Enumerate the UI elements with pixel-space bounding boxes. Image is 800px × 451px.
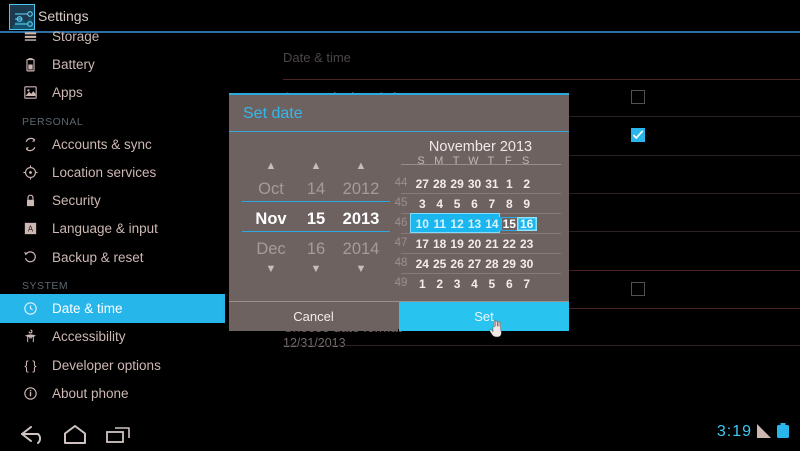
svg-text:A: A [28,225,34,234]
